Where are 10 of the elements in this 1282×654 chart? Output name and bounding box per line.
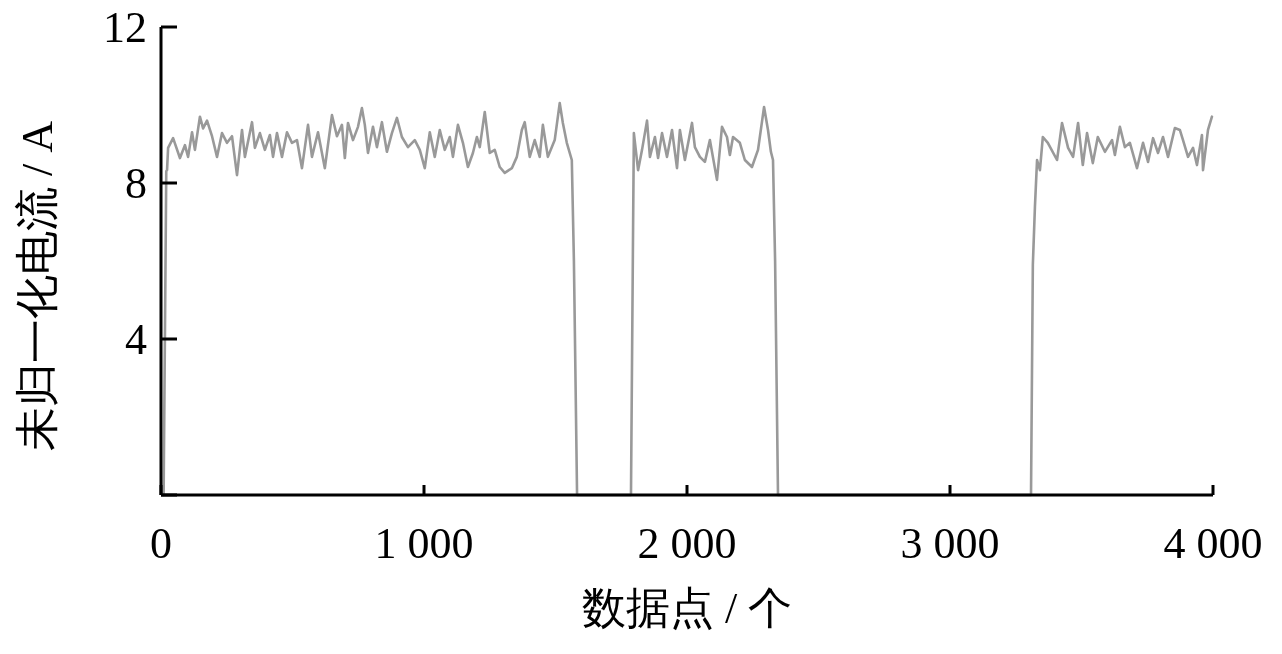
y-tick-label: 12: [103, 3, 147, 52]
x-tick-label: 1 000: [374, 519, 474, 568]
x-tick-label: 4 000: [1163, 519, 1263, 568]
y-axis-title: 未归一化电流 / A: [13, 120, 62, 451]
x-tick-label: 2 000: [637, 519, 737, 568]
x-tick-label: 3 000: [900, 519, 1000, 568]
y-tick-label: 8: [125, 159, 147, 208]
y-tick-label: 4: [125, 315, 147, 364]
x-tick-label: 0: [150, 519, 172, 568]
x-axis-title: 数据点 / 个: [581, 584, 793, 633]
